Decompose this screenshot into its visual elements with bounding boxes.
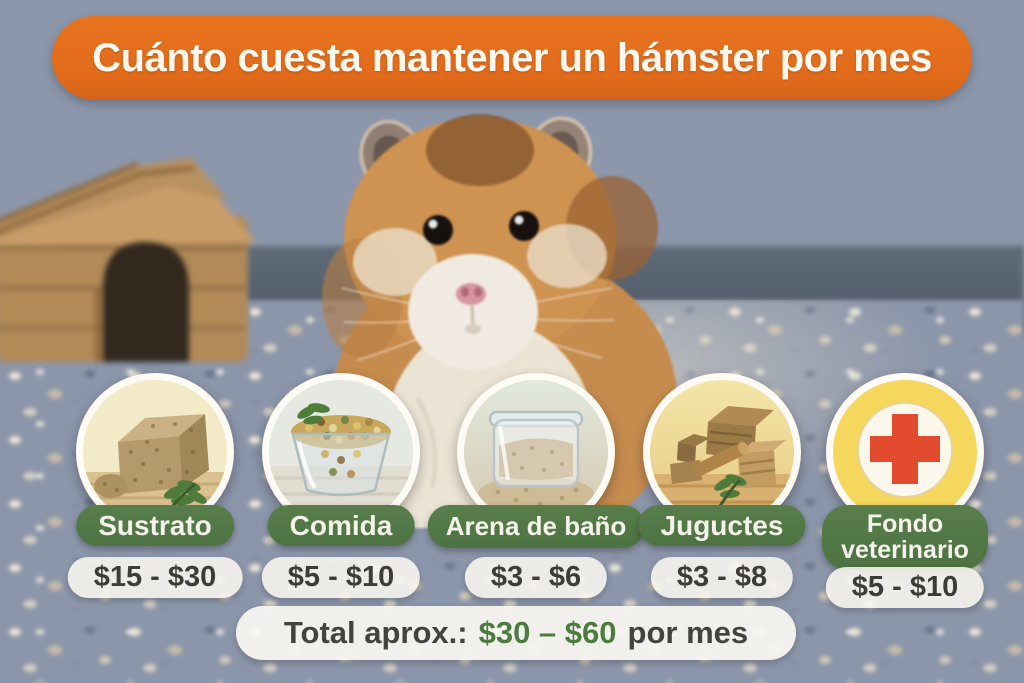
red-cross-icon bbox=[826, 373, 984, 531]
category-label: Arena de baño bbox=[427, 505, 645, 549]
category-price: $15 - $30 bbox=[67, 557, 243, 598]
total-suffix: por mes bbox=[627, 615, 749, 650]
title-banner: Cuánto cuesta mantener un hámster por me… bbox=[52, 16, 972, 100]
category-fondo-veterinario: Fondo veterinario $5 - $10 bbox=[805, 373, 1005, 613]
category-label: Juguctes bbox=[638, 505, 806, 547]
substrate-block-icon bbox=[76, 373, 234, 531]
page-title: Cuánto cuesta mantener un hámster por me… bbox=[92, 35, 932, 80]
total-bar: Total aprox.: $30 – $60 por mes bbox=[236, 606, 796, 660]
category-price: $3 - $8 bbox=[650, 557, 794, 598]
seed-bowl-icon bbox=[262, 373, 420, 531]
category-juguetes: Juguctes $3 - $8 bbox=[622, 373, 822, 613]
category-price: $5 - $10 bbox=[825, 567, 985, 608]
category-arena: Arena de baño $3 - $6 bbox=[427, 373, 645, 613]
category-price: $3 - $6 bbox=[464, 557, 608, 598]
total-range: $30 – $60 bbox=[478, 615, 617, 650]
bath-sand-container-icon bbox=[457, 373, 615, 531]
category-sustrato: Sustrato $15 - $30 bbox=[55, 373, 255, 613]
category-label: Sustrato bbox=[76, 505, 234, 547]
total-label: Total aprox.: bbox=[283, 615, 468, 650]
category-price: $5 - $10 bbox=[261, 557, 421, 598]
category-label: Fondo veterinario bbox=[822, 505, 988, 570]
category-label: Comida bbox=[267, 505, 415, 547]
category-comida: Comida $5 - $10 bbox=[241, 373, 441, 613]
wooden-house bbox=[0, 138, 288, 383]
